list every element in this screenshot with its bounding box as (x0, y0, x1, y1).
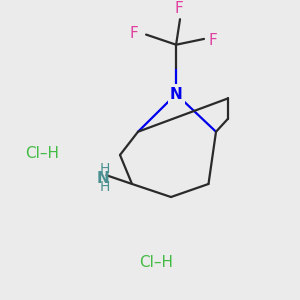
Text: F: F (208, 33, 217, 48)
Text: H: H (100, 163, 110, 176)
Text: F: F (130, 26, 139, 40)
Text: F: F (174, 1, 183, 16)
Text: Cl–H: Cl–H (139, 255, 173, 270)
Text: N: N (97, 171, 110, 186)
Text: Cl–H: Cl–H (25, 146, 59, 161)
Text: H: H (100, 180, 110, 194)
Text: N: N (170, 86, 182, 101)
